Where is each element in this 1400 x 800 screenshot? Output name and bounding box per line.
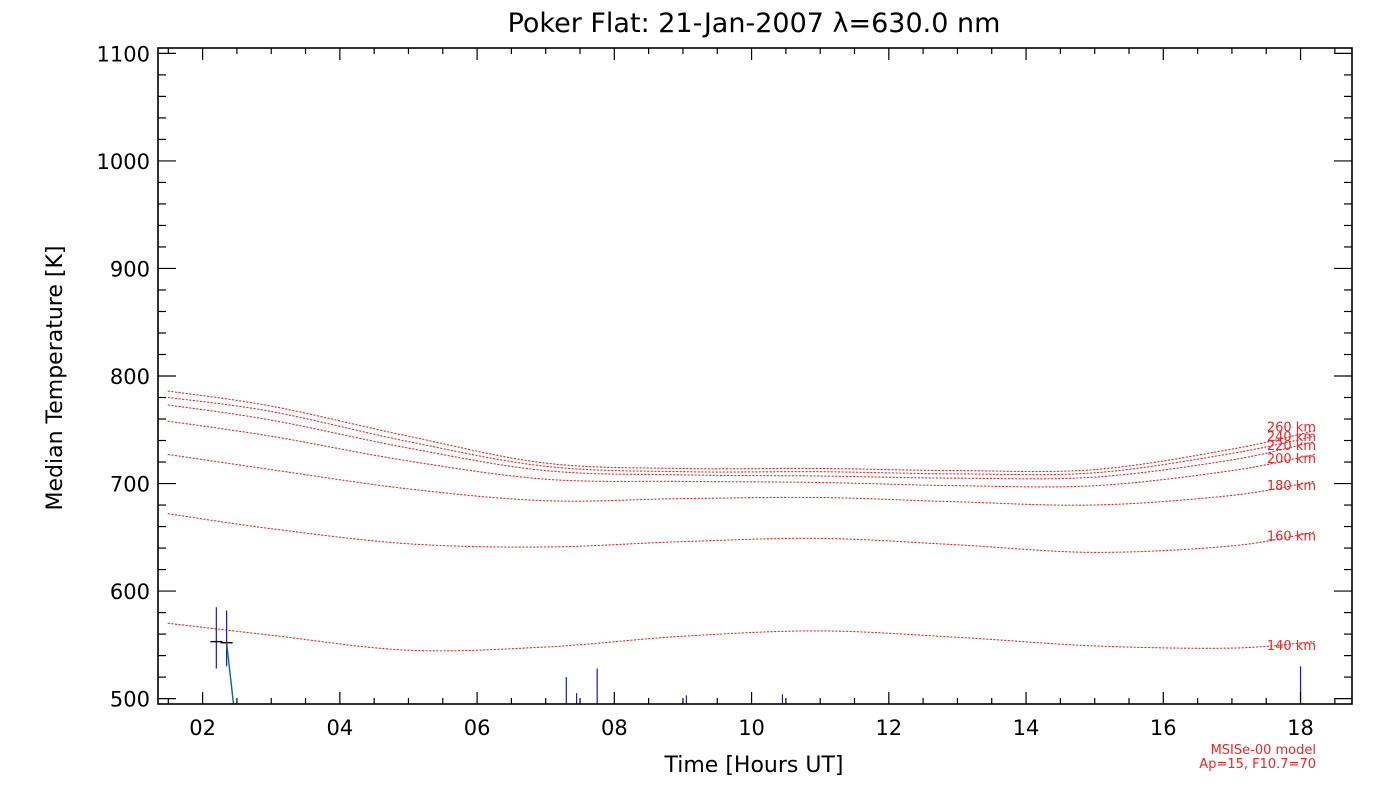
x-tick-label-18: 18: [1287, 716, 1314, 740]
model-line-160-km: [167, 513, 1315, 553]
model-note-line1: MSISe-00 model: [1211, 743, 1316, 758]
y-tick-label-1100: 1100: [97, 42, 150, 66]
x-tick-label-16: 16: [1150, 716, 1177, 740]
x-tick-label-02: 02: [189, 716, 216, 740]
y-tick-label-500: 500: [110, 688, 150, 712]
y-tick-label-800: 800: [110, 365, 150, 389]
altitude-label-160-km: 160 km: [1267, 530, 1316, 545]
model-line-180-km: [167, 453, 1315, 506]
altitude-label-220-km: 220 km: [1267, 439, 1316, 454]
x-tick-label-10: 10: [738, 716, 765, 740]
x-axis-title: Time [Hours UT]: [664, 753, 844, 778]
y-tick-label-900: 900: [110, 257, 150, 281]
y-tick-label-700: 700: [110, 473, 150, 497]
model-line-240-km: [167, 396, 1315, 476]
altitude-label-200-km: 200 km: [1267, 452, 1316, 467]
x-tick-label-06: 06: [464, 716, 491, 740]
model-line-140-km: [167, 622, 1315, 652]
model-line-200-km: [167, 420, 1315, 488]
model-lines: [167, 390, 1315, 652]
y-axis-ticks: 500 600 700 800 900 1000 1100: [97, 42, 1352, 712]
y-tick-label-600: 600: [110, 580, 150, 604]
plot-axes: [157, 47, 1353, 705]
altitude-label-140-km: 140 km: [1267, 639, 1316, 654]
chart-title: Poker Flat: 21-Jan-2007 λ=630.0 nm: [508, 8, 1001, 39]
y-tick-label-1000: 1000: [97, 150, 150, 174]
x-tick-label-14: 14: [1013, 716, 1040, 740]
altitude-label-180-km: 180 km: [1267, 479, 1316, 494]
x-tick-label-04: 04: [326, 716, 353, 740]
model-note-line2: Ap=15, F10.7=70: [1199, 757, 1316, 772]
x-tick-label-12: 12: [875, 716, 902, 740]
altitude-label-260-km: 260 km: [1267, 420, 1316, 435]
x-axis-ticks: 02 04 06 08 10 12 14 16 18: [167, 48, 1336, 740]
model-line-260-km: [167, 390, 1315, 473]
model-line-220-km: [167, 404, 1315, 480]
x-tick-label-08: 08: [601, 716, 628, 740]
y-axis-title: Median Temperature [K]: [43, 246, 68, 511]
measurement-marks: [210, 607, 1302, 704]
altitude-label-240-km: 240 km: [1267, 430, 1316, 445]
plot-frame: [157, 47, 1353, 705]
measurement-decline-line: [225, 642, 235, 704]
